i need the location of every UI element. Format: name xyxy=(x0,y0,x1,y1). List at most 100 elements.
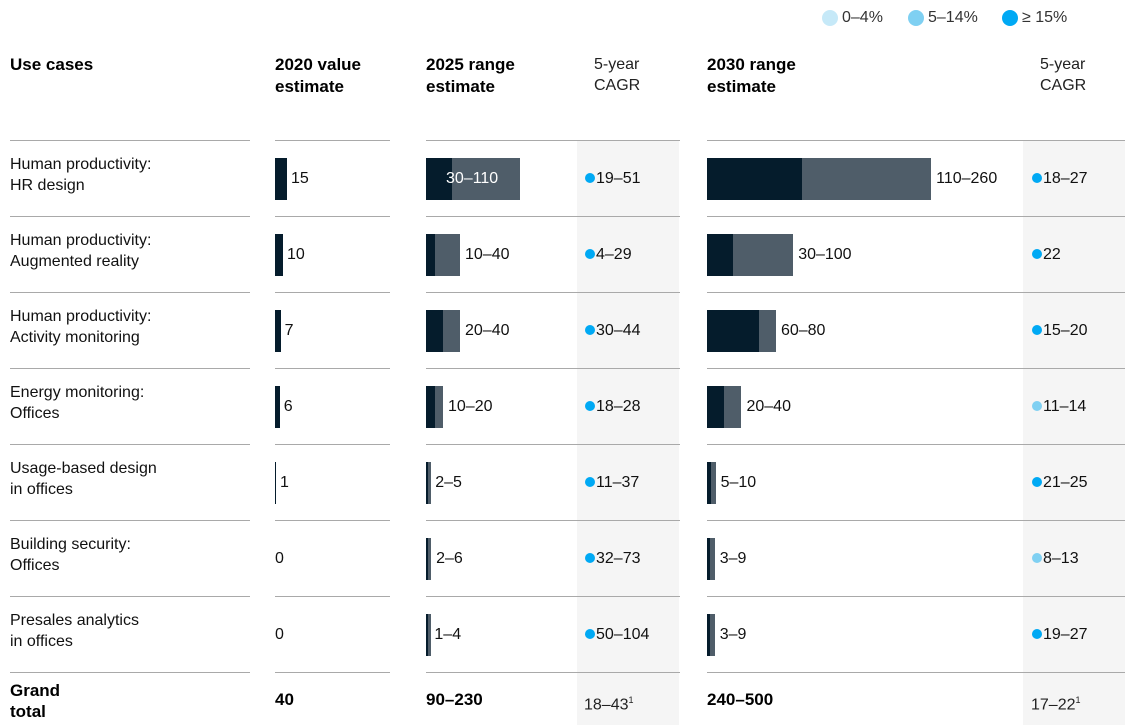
row-divider xyxy=(707,140,1125,141)
use-case-label-line: Usage-based design xyxy=(10,460,157,477)
bar-2025-high xyxy=(428,462,431,504)
row-divider xyxy=(426,368,680,369)
grand-total-line1: Grand xyxy=(10,681,61,700)
range-2025-label: 30–110 xyxy=(446,170,499,187)
bar-2030-low xyxy=(707,310,759,352)
bar-2025-low xyxy=(426,310,443,352)
cagr-2030-value: 19–27 xyxy=(1043,626,1088,643)
cagr-2030-value: 11–14 xyxy=(1043,398,1087,415)
bar-2025-low xyxy=(426,538,428,580)
cagr-dot-icon xyxy=(1032,173,1042,183)
row-divider xyxy=(707,292,1125,293)
bar-2025-high xyxy=(428,614,431,656)
bar-2030-high xyxy=(709,538,715,580)
use-case-label-line: Building security: xyxy=(10,536,131,553)
row-divider xyxy=(426,520,680,521)
cagr-2025-value: 19–51 xyxy=(596,170,641,187)
use-case-label-line: in offices xyxy=(10,481,73,498)
header-2030-line1: 2030 range xyxy=(707,55,796,74)
cagr-2030-value: 18–27 xyxy=(1043,170,1088,187)
header-2025-range: 2025 range estimate xyxy=(426,54,515,98)
header-2025-cagr: 5-year CAGR xyxy=(594,54,640,96)
row-divider xyxy=(275,140,390,141)
header-2025-line2: estimate xyxy=(426,77,495,96)
bar-2030-high xyxy=(724,386,742,428)
value-2020-label: 15 xyxy=(291,170,309,187)
range-2030-label: 20–40 xyxy=(746,398,791,415)
bar-2025-low xyxy=(426,462,428,504)
range-2030-label: 60–80 xyxy=(780,322,826,339)
cagr-dot-icon xyxy=(1032,325,1042,335)
row-divider xyxy=(10,672,250,673)
bar-2030-low xyxy=(707,158,802,200)
row-divider xyxy=(10,444,250,445)
grand-total-2020: 40 xyxy=(275,690,294,709)
bar-2020 xyxy=(275,462,276,504)
grand-total-label: Grand total xyxy=(10,680,60,722)
use-case-label: Human productivity: Activity monitoring xyxy=(10,306,151,348)
row-divider xyxy=(426,596,680,597)
range-2030-label: 3–9 xyxy=(719,626,747,643)
row-divider xyxy=(426,672,680,673)
legend-item: 5–14% xyxy=(908,8,978,28)
row-divider xyxy=(10,216,250,217)
range-2030-label: 3–9 xyxy=(719,550,747,567)
bar-2020 xyxy=(275,158,287,200)
range-2030-label: 110–260 xyxy=(936,170,998,187)
row-divider xyxy=(707,596,1125,597)
use-case-label: Presales analytics in offices xyxy=(10,610,139,652)
cagr-dot-icon xyxy=(585,173,595,183)
range-2025-label: 2–6 xyxy=(436,550,463,567)
use-case-label-line: Activity monitoring xyxy=(10,329,140,346)
range-2030-label: 30–100 xyxy=(798,246,852,263)
range-2025-label: 10–40 xyxy=(465,246,510,263)
cagr-dot-icon xyxy=(585,553,595,563)
grand-total-2025-cagr: 18–431 xyxy=(584,690,634,715)
cagr-2030-value: 22 xyxy=(1043,246,1061,263)
cagr-2025-value: 18–28 xyxy=(596,398,641,415)
range-2025-label: 2–5 xyxy=(435,474,462,491)
cagr-2030-shade xyxy=(1023,140,1125,725)
bar-2030-high xyxy=(711,462,716,504)
legend-label: ≥ 15% xyxy=(1022,9,1068,26)
cagr-dot-icon xyxy=(1032,629,1042,639)
range-2025-label: 10–20 xyxy=(448,398,493,415)
header-2025-cagr-line1: 5-year xyxy=(594,56,640,73)
cagr-2030-value: 21–25 xyxy=(1043,474,1088,491)
row-divider xyxy=(275,596,390,597)
row-divider xyxy=(426,444,680,445)
value-2020-label: 1 xyxy=(280,474,289,491)
legend-label: 0–4% xyxy=(842,9,883,26)
use-case-label-line: Offices xyxy=(10,557,60,574)
footnote-marker: 1 xyxy=(1075,695,1081,705)
bar-2030-low xyxy=(707,462,712,504)
row-divider xyxy=(10,292,250,293)
row-divider xyxy=(10,520,250,521)
cagr-dot-icon xyxy=(1032,249,1042,259)
value-2020-label: 0 xyxy=(275,626,284,643)
cagr-dot-icon xyxy=(1032,477,1042,487)
grand-total-2025: 90–230 xyxy=(426,690,483,709)
legend-dot-icon xyxy=(1002,10,1018,26)
use-case-label-line: Presales analytics xyxy=(10,612,139,629)
bar-2025-high xyxy=(451,158,520,200)
row-divider xyxy=(707,520,1125,521)
cagr-dot-icon xyxy=(1032,401,1042,411)
use-case-label: Energy monitoring: Offices xyxy=(10,382,144,424)
cagr-dot-icon xyxy=(585,477,595,487)
use-case-label-line: HR design xyxy=(10,177,85,194)
bar-2025-low xyxy=(426,386,435,428)
cagr-2030-value: 8–13 xyxy=(1043,550,1079,567)
use-case-label: Human productivity: HR design xyxy=(10,154,151,196)
bar-2020 xyxy=(275,310,281,352)
cagr-2025-value: 11–37 xyxy=(596,474,640,491)
bar-2020 xyxy=(275,386,280,428)
range-2025-label: 20–40 xyxy=(465,322,510,339)
cagr-2025-shade xyxy=(577,140,679,725)
value-2020-label: 10 xyxy=(287,246,305,263)
header-use-cases: Use cases xyxy=(10,55,94,74)
range-2025-label: 1–4 xyxy=(434,626,462,643)
use-case-label-line: Human productivity: xyxy=(10,308,152,325)
cagr-2025-value: 30–44 xyxy=(596,322,641,339)
bar-2030-low xyxy=(707,386,725,428)
